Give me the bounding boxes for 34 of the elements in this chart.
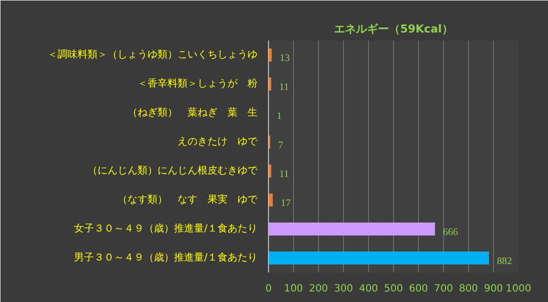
bar: [268, 251, 489, 265]
x-tick-label: 400: [358, 284, 378, 294]
y-tick-label: ＜香辛料類＞しょうが 粉: [138, 78, 258, 90]
data-label: 11: [279, 169, 289, 180]
y-tick-label: （なす類） なす 果実 ゆで: [118, 194, 258, 206]
data-label: 13: [280, 53, 290, 64]
y-tick-label: （にんじん類）にんじん根皮むきゆで: [88, 164, 258, 176]
y-tick-label: ＜調味料類＞（しょうゆ類）こいくちしょうゆ: [48, 48, 258, 60]
data-label: 11: [279, 82, 289, 93]
data-label: 1: [276, 111, 282, 122]
chart-title: エネルギー（59Kcal）: [334, 22, 453, 36]
bar: [268, 164, 272, 178]
x-tick-label: 800: [458, 284, 478, 294]
x-tick-label: 100: [284, 284, 304, 294]
data-label: 666: [443, 227, 458, 238]
bar: [268, 193, 273, 207]
bar: [268, 77, 272, 91]
x-tick-label: 900: [484, 284, 504, 294]
x-tick-label: 600: [408, 284, 428, 294]
bar: [268, 48, 272, 62]
y-tick-label: 女子３０～４９（歳）推進量/１食あたり: [74, 222, 258, 234]
x-tick-label: 700: [434, 284, 454, 294]
x-tick-label: 1000: [506, 284, 532, 294]
data-label: 7: [278, 140, 284, 151]
x-tick-label: 200: [308, 284, 328, 294]
y-tick-label: えのきたけ ゆで: [178, 136, 258, 148]
y-tick-label: 男子３０～４９（歳）推進量/１食あたり: [74, 252, 258, 264]
data-label: 17: [280, 198, 291, 209]
y-tick-label: （ねぎ類） 葉ねぎ 葉 生: [128, 106, 258, 118]
x-tick-label: 300: [334, 284, 354, 294]
x-tick-label: 0: [265, 284, 272, 294]
x-tick-label: 500: [384, 284, 404, 294]
bar: [268, 222, 435, 236]
data-label: 882: [497, 256, 512, 267]
